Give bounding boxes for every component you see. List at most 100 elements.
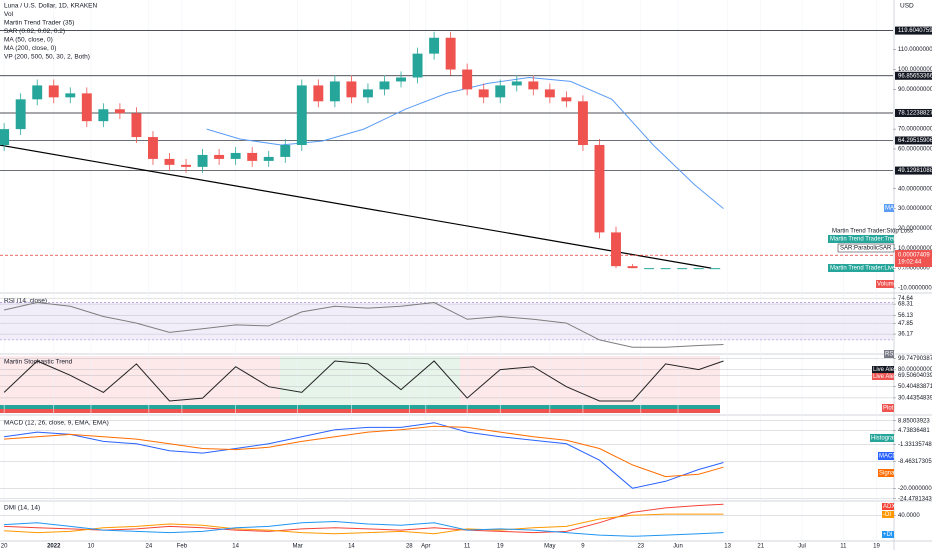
- candle-body: [0, 129, 10, 146]
- y-tick-label: 50.40483871: [898, 384, 932, 390]
- x-tick-label: Mar: [292, 544, 302, 550]
- badge: Volume: [877, 282, 898, 288]
- x-tick-label: 23: [637, 544, 644, 550]
- y-tick-label: 110.00000000: [898, 47, 932, 53]
- badge-bg: [884, 204, 894, 212]
- y-tick-label: 80.00000000: [898, 367, 932, 373]
- candle-body: [131, 113, 142, 138]
- y-tick-label: 0.00000000: [898, 266, 930, 272]
- candle-body: [611, 232, 621, 267]
- legend: Luna / U.S. Dollar, 1D, KRAKEN Vol Marti…: [4, 3, 914, 61]
- badge-bg: [876, 280, 894, 288]
- candle-body: [15, 99, 26, 130]
- currency: USD: [900, 3, 914, 10]
- y-tick-label: 56.13: [898, 313, 914, 319]
- candle-body: [396, 77, 406, 82]
- countdown: 19:02:44: [898, 260, 922, 266]
- x-tick-label: May: [544, 544, 555, 550]
- y-tick-label: 64.29515906: [898, 138, 932, 144]
- y-tick-label: 20.00000000: [898, 226, 932, 232]
- badge-bg: [828, 264, 894, 272]
- badge: ADX: [883, 504, 895, 510]
- x-tick-label: 19: [873, 544, 880, 550]
- indicator-line: [4, 513, 724, 535]
- indicator: MA (50, close, 0): [4, 37, 53, 44]
- candle-body: [48, 85, 59, 98]
- candle-body: [313, 85, 324, 102]
- indicator: VP (200, 500, 50, 30, 2, Both): [4, 54, 90, 61]
- x-tick-label: 21: [757, 544, 764, 550]
- x-tick-label: 14: [348, 544, 355, 550]
- badge: Plot: [883, 406, 894, 412]
- indicator-line: [4, 425, 724, 478]
- candle-body: [412, 53, 423, 78]
- candle-body: [148, 137, 158, 159]
- badge: Histogram: [871, 436, 898, 442]
- badge: +DI: [883, 532, 893, 538]
- badge-bg: [828, 235, 894, 243]
- candle-body: [528, 81, 539, 90]
- y-tick-label: -20.00000000: [898, 486, 932, 492]
- x-tick-label: 9: [581, 544, 585, 550]
- pane-title: Martin Stochastic Trend: [4, 359, 73, 366]
- y-tick-label: 100.00000000: [898, 67, 932, 73]
- candle-body: [561, 97, 572, 102]
- candle-body: [280, 145, 291, 157]
- y-tick-label: 10.00000000: [898, 246, 932, 252]
- x-tick-label: 28: [406, 544, 413, 550]
- x-tick-label: 10: [88, 544, 95, 550]
- candle-body: [693, 268, 704, 270]
- y-tick-label: 96.85653366: [898, 73, 932, 79]
- badge: Live Alert: [873, 367, 898, 373]
- candle-body: [114, 109, 125, 114]
- price-box: [895, 250, 932, 267]
- trend-meter-up: [0, 405, 720, 409]
- indicator-line: [3, 301, 724, 348]
- y-tick-label: 36.17: [898, 332, 914, 338]
- candle-body: [710, 268, 721, 270]
- x-tick-label: 11: [464, 544, 471, 550]
- underlay: [0, 356, 720, 413]
- badge: MA: [885, 206, 894, 212]
- badge: SAR:ParabolicSAR: [840, 246, 892, 252]
- y-tick-label: 30.44354839: [898, 395, 932, 401]
- y-tick-label: 70.00000000: [898, 127, 932, 133]
- x-tick-label: 2022: [47, 544, 61, 550]
- y-tick-label: -10.00000000: [898, 286, 932, 292]
- x-tick-label: 19: [497, 544, 504, 550]
- y-tick-label: 60.00000000: [898, 147, 932, 153]
- y-tick-label: 90.00000000: [898, 87, 932, 93]
- badge: Signal: [879, 471, 896, 477]
- candle-body: [98, 109, 109, 122]
- indicator: Vol: [4, 11, 14, 18]
- y-tick-label: 69.50604039: [898, 373, 932, 379]
- trend-meter-down: [0, 409, 720, 413]
- candle-body: [478, 89, 489, 98]
- pane-title: RSI (14, close): [4, 298, 47, 305]
- candle-body: [214, 154, 225, 159]
- y-tick-label: 47.85: [898, 321, 914, 327]
- candle-body: [495, 85, 506, 98]
- badge-bg: [872, 366, 894, 373]
- stoch-background-up: [280, 356, 460, 405]
- badge-bg: [878, 452, 894, 460]
- candle-body: [247, 152, 258, 161]
- level-box: [895, 136, 932, 145]
- candle-body: [511, 81, 522, 86]
- candle-body: [462, 69, 473, 90]
- y-tick-label: 78.12238827: [898, 111, 932, 117]
- x-tick-label: Jun: [673, 544, 683, 550]
- badge: Live Alert: [873, 374, 898, 380]
- x-tick-label: 14: [232, 544, 239, 550]
- x-tick-label: Jul: [798, 544, 806, 550]
- x-tick-label: 24: [145, 544, 152, 550]
- candle-body: [429, 37, 440, 54]
- candle-body: [230, 152, 241, 159]
- candle-body: [296, 85, 307, 146]
- candle-body: [379, 81, 390, 90]
- candle-body: [81, 93, 92, 122]
- badge: RSI: [885, 352, 895, 358]
